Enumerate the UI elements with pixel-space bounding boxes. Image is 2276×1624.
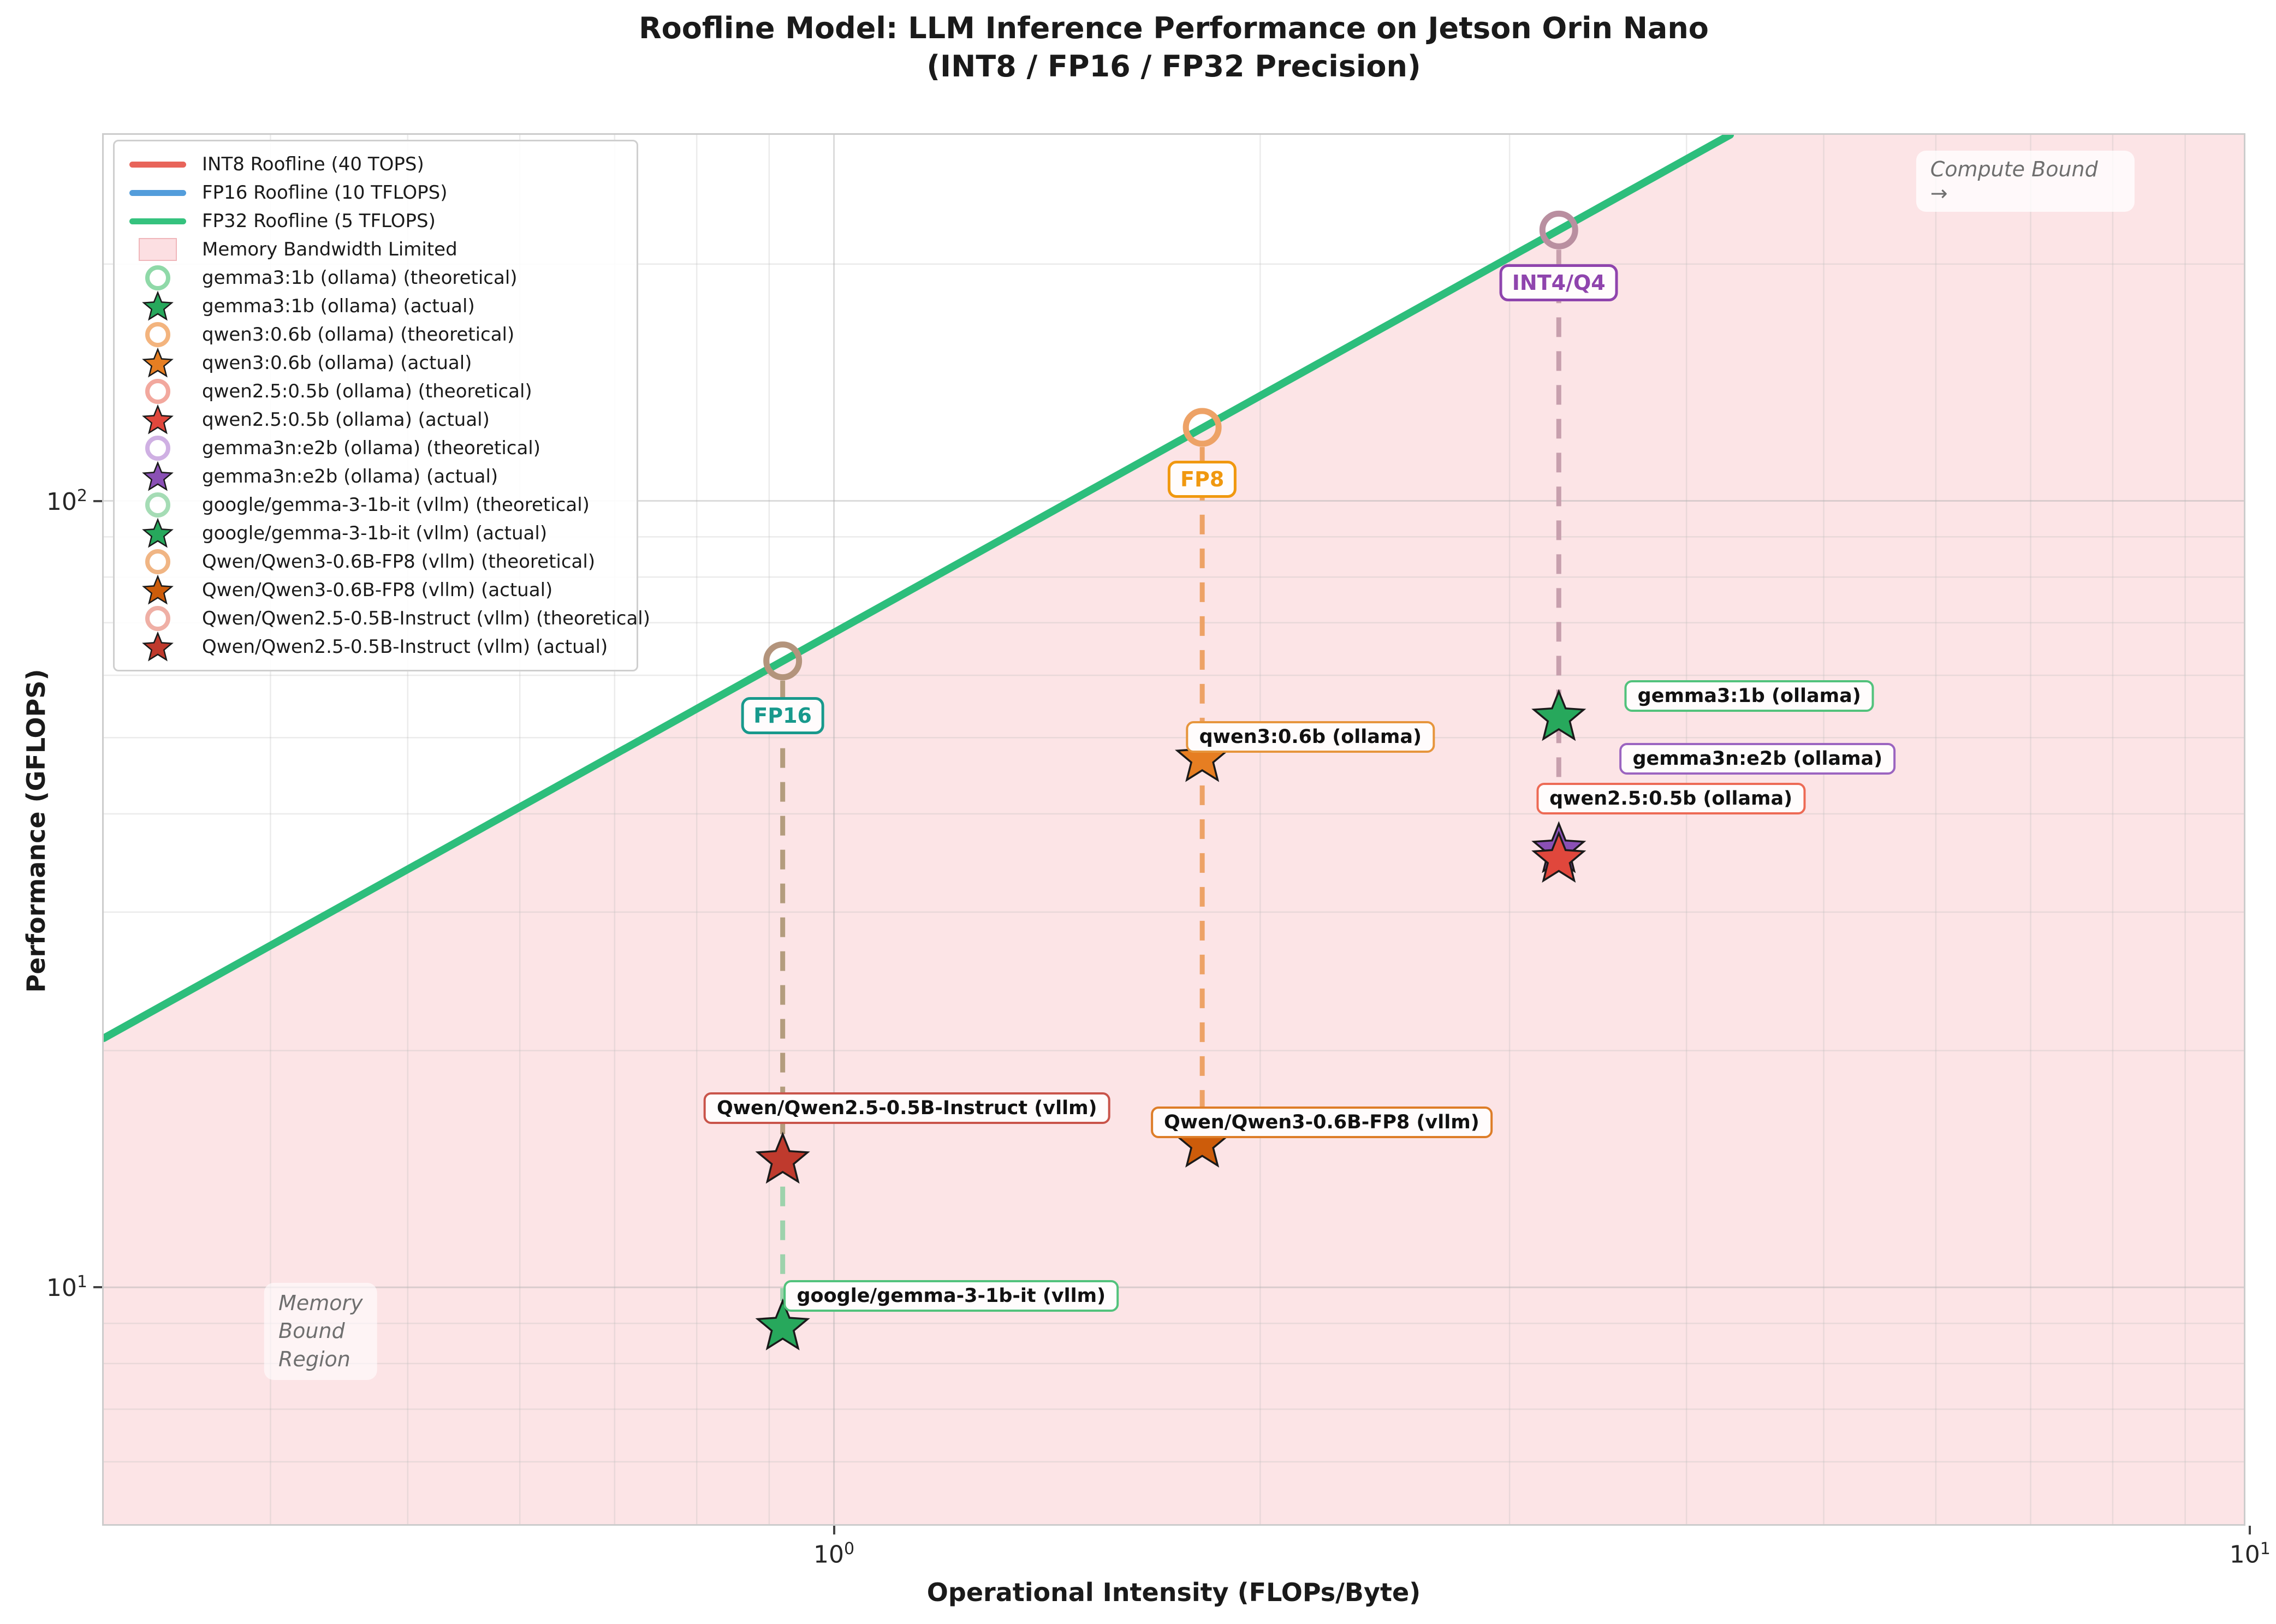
legend-circle-marker (126, 490, 190, 520)
memory-note: Memory Bound Region (264, 1283, 377, 1380)
legend-item: qwen3:0.6b (ollama) (theoretical) (126, 320, 626, 349)
theoretical-marker-FP8 (1182, 408, 1222, 447)
legend-item: Qwen/Qwen2.5-0.5B-Instruct (vllm) (actua… (126, 631, 626, 662)
legend-item: INT8 Roofline (40 TOPS) (126, 150, 626, 179)
legend-circle-marker (126, 433, 190, 463)
legend-item: qwen2.5:0.5b (ollama) (actual) (126, 404, 626, 435)
legend-label: INT8 Roofline (40 TOPS) (202, 153, 424, 175)
actual-star-google/gemma-3-1b-it (755, 1298, 810, 1351)
legend-item: Qwen/Qwen2.5-0.5B-Instruct (vllm) (theor… (126, 603, 650, 634)
actual-star-gemma3:1b (1531, 689, 1586, 741)
legend-item: FP16 Roofline (10 TFLOPS) (126, 179, 626, 207)
legend-line-marker (126, 218, 190, 224)
legend-label: Qwen/Qwen2.5-0.5B-Instruct (vllm) (theor… (202, 608, 651, 629)
model-annotation: google/gemma-3-1b-it (vllm) (783, 1280, 1119, 1312)
legend-star-marker (126, 516, 190, 551)
legend-star-marker (126, 573, 190, 608)
legend-item: qwen2.5:0.5b (ollama) (theoretical) (126, 377, 626, 406)
legend-label: qwen2.5:0.5b (ollama) (actual) (202, 409, 490, 431)
y-axis-label: Performance (GFLOPS) (21, 669, 51, 993)
legend-circle-marker (126, 603, 190, 634)
model-annotation: gemma3n:e2b (ollama) (1619, 742, 1896, 775)
legend-star-marker (126, 629, 190, 664)
model-annotation: qwen3:0.6b (ollama) (1186, 721, 1435, 753)
legend-line-marker (126, 161, 190, 168)
legend-star-marker (126, 289, 190, 324)
legend-circle-marker (126, 546, 190, 577)
legend-circle-marker (126, 376, 190, 407)
legend-label: gemma3:1b (ollama) (actual) (202, 295, 475, 317)
legend-patch-marker (126, 238, 190, 261)
y-tick-10e1: 101 (46, 1272, 87, 1302)
legend-label: Qwen/Qwen2.5-0.5B-Instruct (vllm) (actua… (202, 636, 608, 658)
legend-item: google/gemma-3-1b-it (vllm) (theoretical… (126, 491, 626, 519)
precision-label-FP16: FP16 (741, 697, 825, 735)
legend-label: FP16 Roofline (10 TFLOPS) (202, 182, 448, 204)
plot-canvas (104, 135, 2244, 1524)
legend-item: FP32 Roofline (5 TFLOPS) (126, 207, 626, 235)
legend-item: google/gemma-3-1b-it (vllm) (actual) (126, 516, 626, 551)
legend-label: Qwen/Qwen3-0.6B-FP8 (vllm) (actual) (202, 579, 553, 601)
legend-item: gemma3n:e2b (ollama) (actual) (126, 459, 626, 494)
legend-star-marker (126, 402, 190, 437)
precision-label-FP8: FP8 (1168, 460, 1237, 498)
legend-label: qwen3:0.6b (ollama) (theoretical) (202, 324, 515, 346)
legend-label: qwen3:0.6b (ollama) (actual) (202, 352, 472, 374)
actual-star-qwen2.5:0.5b (1531, 830, 1586, 883)
tick-mark (2249, 1526, 2251, 1534)
legend-label: google/gemma-3-1b-it (vllm) (theoretical… (202, 494, 590, 516)
legend-item: gemma3:1b (ollama) (theoretical) (126, 264, 626, 292)
legend-item: Memory Bandwidth Limited (126, 235, 626, 264)
model-annotation: gemma3:1b (ollama) (1624, 680, 1874, 712)
tick-mark (833, 1526, 835, 1534)
chart-title-line2: (INT8 / FP16 / FP32 Precision) (926, 49, 1421, 84)
legend-item: qwen3:0.6b (ollama) (actual) (126, 346, 626, 380)
legend-label: gemma3n:e2b (ollama) (theoretical) (202, 437, 541, 459)
x-tick-10e1: 101 (2229, 1539, 2271, 1569)
legend: INT8 Roofline (40 TOPS) FP16 Roofline (10… (113, 140, 650, 671)
plot-overlay: FP16 FP8 INT4/Q4 gemma3:1b (ollama) gemma3n:… (104, 135, 2244, 1524)
legend-label: gemma3:1b (ollama) (theoretical) (202, 267, 518, 289)
x-tick-10e0: 100 (813, 1539, 855, 1569)
legend-label: Qwen/Qwen3-0.6B-FP8 (vllm) (theoretical) (202, 551, 596, 573)
legend-line-marker (126, 189, 190, 196)
precision-label-INT4/Q4: INT4/Q4 (1499, 264, 1618, 301)
legend-label: google/gemma-3-1b-it (vllm) (actual) (202, 522, 548, 544)
chart-title-line1: Roofline Model: LLM Inference Performanc… (639, 11, 1709, 45)
memory-bound-region (104, 135, 2244, 1524)
model-annotation: Qwen/Qwen2.5-0.5B-Instruct (vllm) (703, 1092, 1110, 1124)
legend-item: Qwen/Qwen3-0.6B-FP8 (vllm) (theoretical) (126, 548, 626, 576)
legend-label: Memory Bandwidth Limited (202, 239, 457, 260)
theoretical-marker-INT4/Q4 (1539, 210, 1578, 249)
legend-label: FP32 Roofline (5 TFLOPS) (202, 210, 436, 232)
y-tick-10e2: 102 (46, 486, 87, 516)
roofline-diagonal (104, 135, 1734, 1042)
theoretical-marker-FP16 (763, 641, 803, 681)
tick-mark (93, 1286, 102, 1289)
legend-item: Qwen/Qwen3-0.6B-FP8 (vllm) (actual) (126, 574, 626, 605)
legend-star-marker (126, 459, 190, 494)
compute-note: Compute Bound → (1916, 150, 2135, 212)
model-annotation: Qwen/Qwen3-0.6B-FP8 (vllm) (1150, 1107, 1493, 1139)
legend-label: gemma3n:e2b (ollama) (actual) (202, 466, 498, 487)
legend-item: gemma3:1b (ollama) (actual) (126, 290, 626, 321)
tick-mark (93, 499, 102, 502)
legend-star-marker (126, 346, 190, 380)
legend-circle-marker (126, 263, 190, 293)
x-axis-label: Operational Intensity (FLOPs/Byte) (926, 1578, 1421, 1607)
legend-label: qwen2.5:0.5b (ollama) (theoretical) (202, 380, 532, 402)
model-annotation: qwen2.5:0.5b (ollama) (1536, 783, 1806, 815)
actual-star-Qwen/Qwen2.5-0.5B-Instruct (755, 1132, 810, 1184)
legend-item: gemma3n:e2b (ollama) (theoretical) (126, 434, 626, 462)
legend-circle-marker (126, 319, 190, 350)
